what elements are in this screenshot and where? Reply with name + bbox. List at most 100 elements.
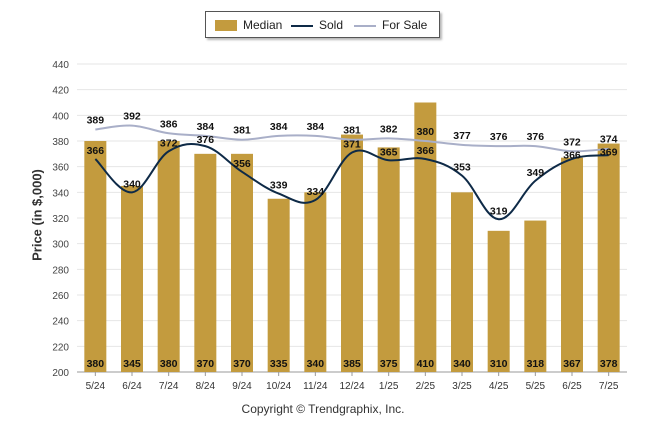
legend-sold-label: Sold xyxy=(319,18,344,32)
median-data-label: 385 xyxy=(343,358,361,370)
median-bar xyxy=(157,141,180,372)
median-data-label: 380 xyxy=(160,358,178,370)
x-tick-label: 10/24 xyxy=(266,381,291,392)
y-tick-label: 400 xyxy=(52,111,69,122)
sold-data-label: 372 xyxy=(160,137,178,149)
x-tick-label: 5/24 xyxy=(86,381,106,392)
y-tick-label: 260 xyxy=(52,291,69,302)
x-tick-label: 7/25 xyxy=(599,381,619,392)
x-tick-label: 6/24 xyxy=(122,381,142,392)
for-sale-data-label: 376 xyxy=(490,131,508,143)
x-tick-label: 8/24 xyxy=(196,381,216,392)
legend-item-sold[interactable]: Sold xyxy=(291,18,343,32)
for-sale-data-label: 381 xyxy=(233,125,251,137)
median-bar xyxy=(231,153,253,372)
median-bar xyxy=(377,147,400,372)
y-tick-label: 380 xyxy=(52,137,69,148)
median-bar xyxy=(194,153,217,372)
sold-data-label: 365 xyxy=(380,146,398,158)
median-data-label: 318 xyxy=(527,358,545,370)
y-tick-label: 240 xyxy=(52,317,69,328)
median-swatch-icon xyxy=(215,20,237,32)
sold-data-label: 366 xyxy=(563,149,581,161)
median-bar xyxy=(561,157,583,372)
median-bar xyxy=(121,185,143,372)
sold-line xyxy=(94,142,609,221)
for-sale-data-label: 374 xyxy=(600,134,618,146)
for-sale-data-label: 377 xyxy=(453,130,471,142)
for-sale-data-label: 376 xyxy=(527,131,545,143)
x-tick-label: 2/25 xyxy=(416,381,436,392)
median-bar xyxy=(597,143,620,372)
sold-data-label: 371 xyxy=(343,139,361,151)
median-bar xyxy=(524,220,547,372)
y-tick-label: 320 xyxy=(52,214,69,225)
median-bar xyxy=(267,198,290,372)
y-tick-label: 280 xyxy=(52,265,69,276)
y-tick-label: 300 xyxy=(52,240,69,251)
sold-data-label: 369 xyxy=(600,147,618,159)
sold-data-label: 334 xyxy=(307,186,325,198)
median-bar xyxy=(414,102,437,372)
for-sale-line xyxy=(95,124,609,153)
y-tick-label: 440 xyxy=(52,60,69,71)
x-tick-label: 4/25 xyxy=(489,381,509,392)
y-axis-label: Price (in $,000) xyxy=(29,169,45,261)
median-data-label: 370 xyxy=(197,358,215,370)
y-tick-label: 420 xyxy=(52,86,69,97)
sold-data-label: 340 xyxy=(123,178,141,190)
sold-data-label: 366 xyxy=(87,145,105,157)
legend-median-label: Median xyxy=(243,18,283,32)
median-data-label: 410 xyxy=(417,358,435,370)
for-sale-data-label: 384 xyxy=(197,121,215,133)
sold-data-label: 339 xyxy=(270,180,288,192)
median-bar xyxy=(304,192,327,372)
median-data-label: 380 xyxy=(87,358,105,370)
median-data-label: 367 xyxy=(563,358,581,370)
for-sale-data-label: 389 xyxy=(87,114,105,126)
for-sale-data-label: 382 xyxy=(380,123,398,135)
y-tick-label: 360 xyxy=(52,163,69,174)
for-sale-data-label: 386 xyxy=(160,118,178,130)
for-sale-data-label: 380 xyxy=(417,126,435,138)
median-data-label: 340 xyxy=(307,358,325,370)
for-sale-data-label: 392 xyxy=(123,111,141,123)
median-data-label: 345 xyxy=(123,358,141,370)
x-tick-label: 9/24 xyxy=(232,381,252,392)
sold-swatch-icon xyxy=(291,24,313,27)
x-tick-label: 5/25 xyxy=(526,381,546,392)
legend-item-median[interactable]: Median xyxy=(215,18,282,32)
for-sale-data-label: 381 xyxy=(343,125,361,137)
median-bar xyxy=(487,230,510,372)
sold-data-label: 376 xyxy=(197,134,215,146)
x-tick-label: 7/24 xyxy=(159,381,179,392)
for-sale-data-label: 384 xyxy=(270,121,288,133)
x-tick-label: 11/24 xyxy=(303,381,328,392)
copyright-text: Copyright © Trendgraphix, Inc. xyxy=(241,402,405,416)
median-data-label: 310 xyxy=(490,358,508,370)
median-data-label: 340 xyxy=(453,358,471,370)
y-tick-label: 220 xyxy=(52,342,69,353)
for-sale-swatch-icon xyxy=(354,24,376,27)
sold-data-label: 366 xyxy=(417,145,435,157)
x-tick-label: 6/25 xyxy=(562,381,582,392)
median-data-label: 370 xyxy=(233,358,251,370)
legend-item-for-sale[interactable]: For Sale xyxy=(354,18,427,32)
median-bar xyxy=(84,141,107,372)
for-sale-data-label: 372 xyxy=(563,136,581,148)
x-tick-label: 12/24 xyxy=(339,381,364,392)
x-tick-label: 1/25 xyxy=(379,381,399,392)
sold-data-label: 319 xyxy=(490,205,508,217)
sold-data-label: 356 xyxy=(233,158,251,170)
median-data-label: 378 xyxy=(600,358,618,370)
median-bar xyxy=(341,134,363,372)
legend: Median Sold For Sale xyxy=(205,11,440,38)
median-data-label: 335 xyxy=(270,358,288,370)
median-bar xyxy=(451,192,473,372)
sold-data-label: 349 xyxy=(527,167,545,179)
legend-for-sale-label: For Sale xyxy=(382,18,428,32)
x-tick-label: 3/25 xyxy=(452,381,472,392)
median-data-label: 375 xyxy=(380,358,398,370)
y-tick-label: 340 xyxy=(52,188,69,199)
